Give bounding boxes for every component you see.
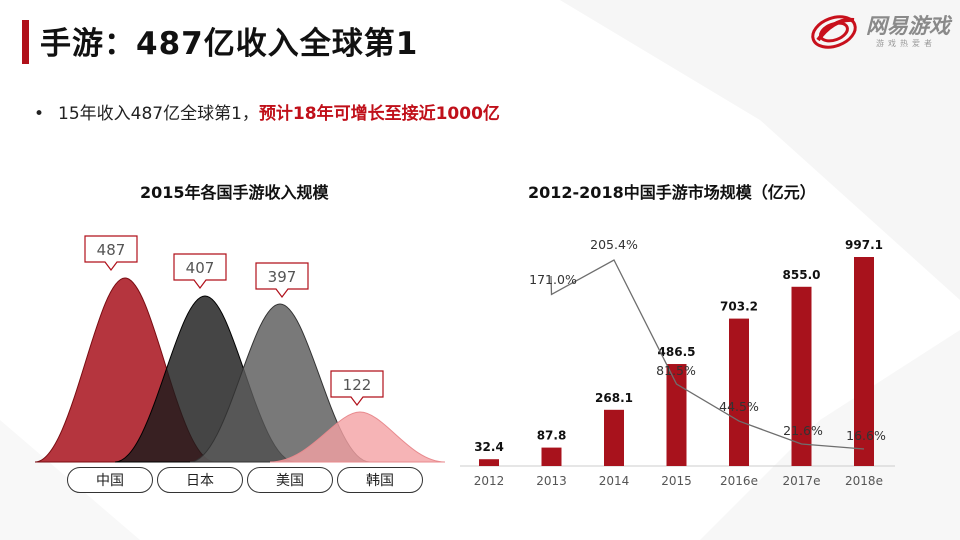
growth-rate-label: 81.5% xyxy=(656,363,696,378)
x-tick-label: 2016e xyxy=(720,474,758,488)
netease-games-logo xyxy=(811,15,857,49)
country-pill-japan: 日本 xyxy=(157,467,243,493)
callout-label-china: 487 xyxy=(97,241,126,259)
title-accent-bar xyxy=(22,20,29,64)
logo-name: 网易游戏 xyxy=(866,14,950,38)
bar-value-label: 703.2 xyxy=(720,300,758,314)
callout-label-korea: 122 xyxy=(343,376,372,394)
x-tick-label: 2013 xyxy=(536,474,567,488)
growth-rate-label: 44.5% xyxy=(719,399,759,414)
bar-2012 xyxy=(479,459,499,466)
page-title: 手游：487亿收入全球第1 xyxy=(40,26,419,62)
bullet-highlight: 预计18年可增长至接近1000亿 xyxy=(258,104,500,124)
country-pill-china: 中国 xyxy=(67,467,153,493)
logo-tagline: 游戏热爱者 xyxy=(876,39,936,48)
x-tick-label: 2014 xyxy=(599,474,630,488)
market-chart-title: 2012-2018中国手游市场规模（亿元） xyxy=(528,183,816,202)
country-pill-korea: 韩国 xyxy=(337,467,423,493)
country-chart-title: 2015年各国手游收入规模 xyxy=(140,183,329,202)
bar-2015 xyxy=(666,364,687,466)
x-tick-label: 2015 xyxy=(661,474,692,488)
growth-rate-label: 16.6% xyxy=(846,428,886,443)
bar-value-label: 486.5 xyxy=(658,345,696,359)
bar-2018e xyxy=(854,257,874,466)
bar-value-label: 87.8 xyxy=(537,429,567,443)
bullet-text: 15年收入487亿全球第1， xyxy=(58,104,259,124)
callout-china: 487 xyxy=(84,235,138,271)
bar-2017e xyxy=(791,286,812,466)
callout-korea: 122 xyxy=(330,370,384,406)
bar-value-label: 268.1 xyxy=(595,391,633,405)
x-tick-label: 2017e xyxy=(783,474,821,488)
bar-2014 xyxy=(604,409,624,466)
growth-rate-label: 205.4% xyxy=(590,237,638,252)
x-tick-label: 2012 xyxy=(474,474,505,488)
bar-value-label: 32.4 xyxy=(474,440,504,454)
x-tick-label: 2018e xyxy=(845,474,883,488)
bullet-dot: • xyxy=(34,104,45,124)
summary-bullet: • 15年收入487亿全球第1，预计18年可增长至接近1000亿 xyxy=(34,99,500,124)
callout-usa: 397 xyxy=(255,262,309,298)
bar-value-label: 855.0 xyxy=(783,268,821,282)
callout-label-usa: 397 xyxy=(268,268,297,286)
country-pill-usa: 美国 xyxy=(247,467,333,493)
growth-rate-label: 171.0% xyxy=(529,272,577,287)
callout-label-japan: 407 xyxy=(186,259,215,277)
bar-value-label: 997.1 xyxy=(845,238,883,252)
peak-korea xyxy=(269,411,446,463)
bar-2016e xyxy=(729,318,749,466)
callout-japan: 407 xyxy=(173,253,227,289)
bar-2013 xyxy=(541,447,562,466)
growth-rate-label: 21.6% xyxy=(783,423,823,438)
growth-rate-line xyxy=(550,259,865,450)
